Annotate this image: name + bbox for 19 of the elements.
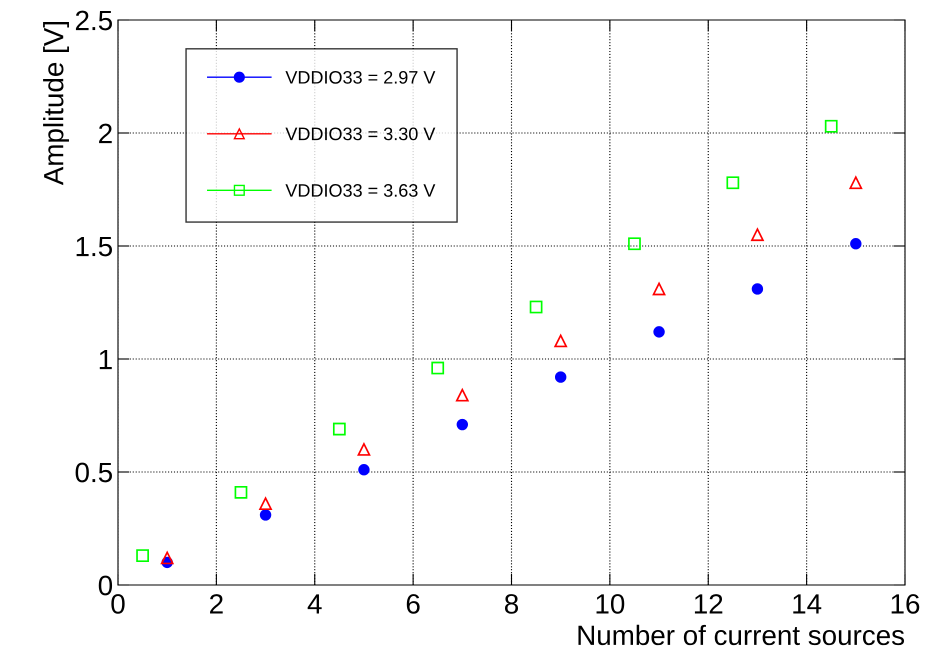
x-axis-title: Number of current sources bbox=[578, 624, 904, 646]
x-tick-label: 8 bbox=[504, 594, 518, 614]
x-tick-label: 4 bbox=[308, 594, 322, 614]
y-tick-label: 0.5 bbox=[76, 462, 112, 482]
y-axis-title: Amplitude [V] bbox=[43, 22, 69, 186]
legend-label: VDDIO33 = 3.63 V bbox=[285, 184, 436, 197]
y-tick-label: 1.5 bbox=[76, 236, 112, 256]
y-tick-label: 0 bbox=[98, 576, 112, 596]
x-tick-label: 2 bbox=[210, 594, 223, 614]
y-tick-label: 2.5 bbox=[76, 10, 112, 30]
legend-label: VDDIO33 = 2.97 V bbox=[285, 70, 436, 84]
legend-label: VDDIO33 = 3.30 V bbox=[285, 128, 436, 140]
y-tick-label: 2 bbox=[99, 124, 112, 144]
x-tick-label: 10 bbox=[596, 594, 624, 614]
x-tick-label: 16 bbox=[892, 594, 920, 614]
y-tick-label: 1 bbox=[100, 350, 112, 370]
x-tick-label: 14 bbox=[793, 594, 822, 614]
x-tick-label: 12 bbox=[694, 594, 722, 614]
x-tick-label: 6 bbox=[406, 594, 420, 614]
